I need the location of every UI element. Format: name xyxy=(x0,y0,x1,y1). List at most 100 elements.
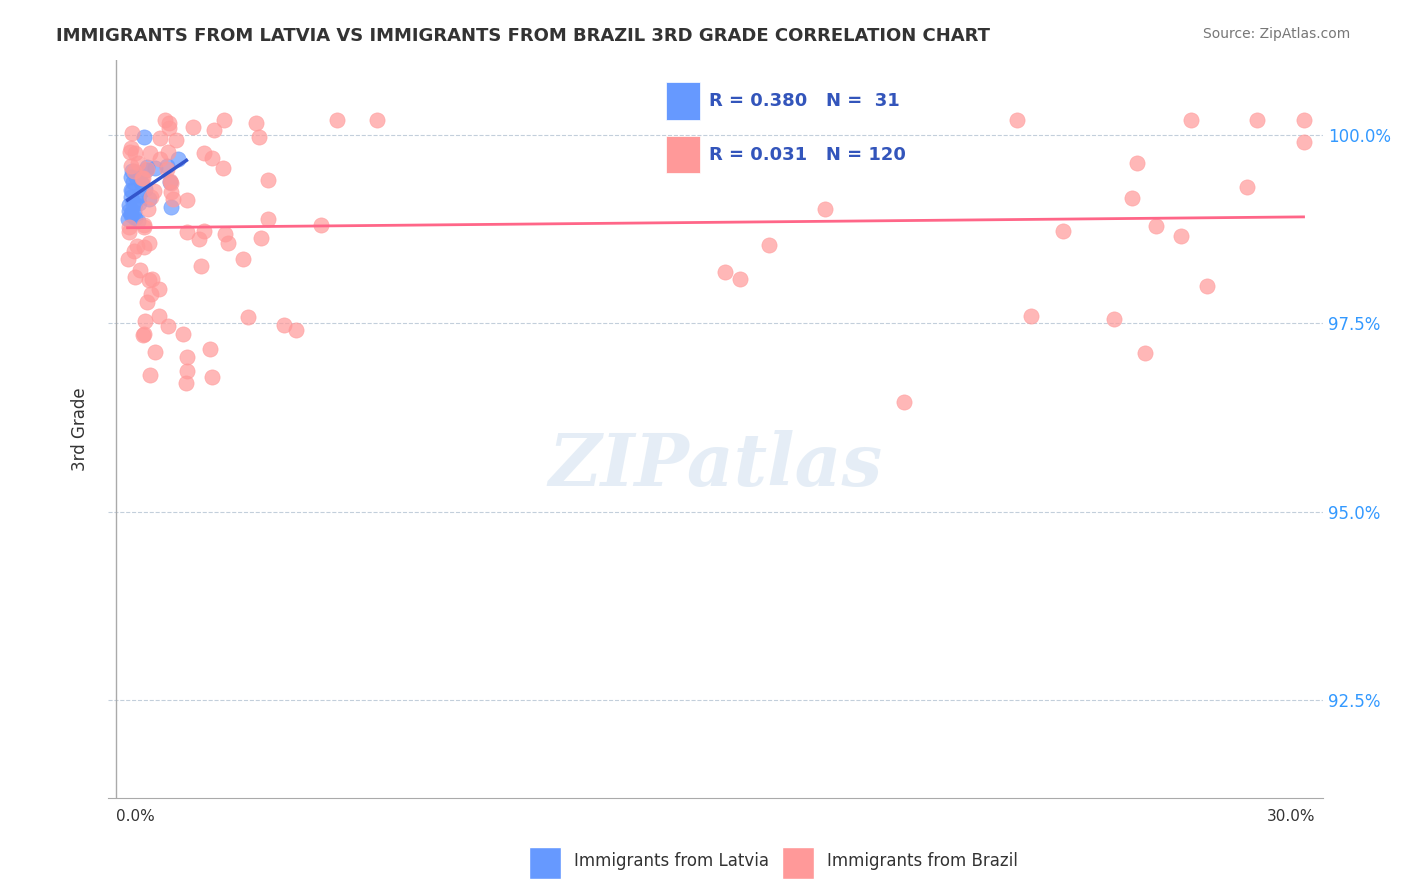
Point xyxy=(159,177,181,191)
Point xyxy=(202,122,225,136)
Point xyxy=(132,129,155,144)
Point xyxy=(128,195,150,210)
Bar xyxy=(530,847,561,879)
Point xyxy=(132,171,155,186)
Point xyxy=(132,218,155,232)
Point xyxy=(257,212,280,227)
Point xyxy=(149,153,172,167)
Point xyxy=(232,252,254,267)
Point xyxy=(135,160,157,174)
Point xyxy=(122,196,145,211)
Point xyxy=(217,236,239,251)
Point xyxy=(134,314,156,328)
Point xyxy=(124,270,146,285)
Point xyxy=(120,206,142,220)
Point xyxy=(172,327,194,342)
Point xyxy=(201,370,224,384)
Point xyxy=(143,184,166,198)
Point xyxy=(1246,112,1268,127)
Point xyxy=(139,368,162,382)
Point xyxy=(326,112,349,127)
Point xyxy=(131,177,153,191)
Point xyxy=(132,327,155,342)
Y-axis label: 3rd Grade: 3rd Grade xyxy=(72,387,89,471)
Point xyxy=(1102,312,1125,326)
Point xyxy=(814,202,837,216)
Point xyxy=(118,220,141,235)
Point xyxy=(256,173,278,187)
Point xyxy=(273,318,295,332)
Point xyxy=(141,271,163,285)
Point xyxy=(132,240,155,254)
Point xyxy=(160,200,183,214)
Point xyxy=(176,376,198,390)
Point xyxy=(1144,219,1167,233)
Point xyxy=(366,112,388,127)
Point xyxy=(127,214,149,228)
Text: Source: ZipAtlas.com: Source: ZipAtlas.com xyxy=(1202,27,1350,41)
Point xyxy=(284,323,307,337)
Point xyxy=(1019,310,1042,324)
Point xyxy=(153,112,176,127)
Point xyxy=(117,252,139,267)
Point xyxy=(159,176,181,190)
Point xyxy=(124,164,146,178)
Point xyxy=(309,218,332,232)
Point xyxy=(139,145,162,160)
Point xyxy=(134,327,156,342)
Point xyxy=(128,188,150,202)
Point xyxy=(159,173,181,187)
Point xyxy=(214,227,236,241)
Point xyxy=(201,151,224,165)
Point xyxy=(190,259,212,273)
Bar xyxy=(666,136,700,173)
Point xyxy=(118,225,141,239)
Point xyxy=(139,287,162,301)
Point xyxy=(167,152,190,166)
Text: ZIPatlas: ZIPatlas xyxy=(548,430,883,501)
Point xyxy=(143,161,166,175)
Point xyxy=(134,182,156,196)
Point xyxy=(156,161,179,176)
Point xyxy=(245,116,267,130)
Bar xyxy=(666,82,700,120)
Point xyxy=(121,164,143,178)
Point xyxy=(128,262,150,277)
Point xyxy=(118,145,141,159)
Point xyxy=(1292,112,1315,127)
Point xyxy=(148,309,170,323)
Point xyxy=(176,193,198,207)
Point xyxy=(135,163,157,178)
Point xyxy=(193,145,215,160)
Point xyxy=(136,202,159,217)
Point xyxy=(138,273,160,287)
Point xyxy=(131,170,153,185)
Point xyxy=(181,120,204,134)
Point xyxy=(131,176,153,190)
Point xyxy=(122,205,145,219)
Point xyxy=(714,265,737,279)
Point xyxy=(200,343,222,357)
Point xyxy=(120,141,142,155)
Point xyxy=(728,272,751,286)
Point xyxy=(157,120,180,135)
Point xyxy=(124,146,146,161)
Point xyxy=(124,196,146,211)
Point xyxy=(122,175,145,189)
Point xyxy=(138,236,160,251)
Text: R = 0.031   N = 120: R = 0.031 N = 120 xyxy=(709,146,905,164)
Point xyxy=(1005,112,1028,127)
Point xyxy=(1126,156,1149,170)
Point xyxy=(124,211,146,225)
Point xyxy=(1121,191,1143,205)
Point xyxy=(120,183,142,197)
Point xyxy=(120,159,142,173)
Text: Immigrants from Brazil: Immigrants from Brazil xyxy=(827,852,1018,870)
Point xyxy=(249,231,271,245)
Text: 0.0%: 0.0% xyxy=(115,809,155,824)
Point xyxy=(176,226,198,240)
Point xyxy=(1292,135,1315,149)
Point xyxy=(118,204,141,219)
Point xyxy=(124,244,146,258)
Point xyxy=(893,395,915,409)
